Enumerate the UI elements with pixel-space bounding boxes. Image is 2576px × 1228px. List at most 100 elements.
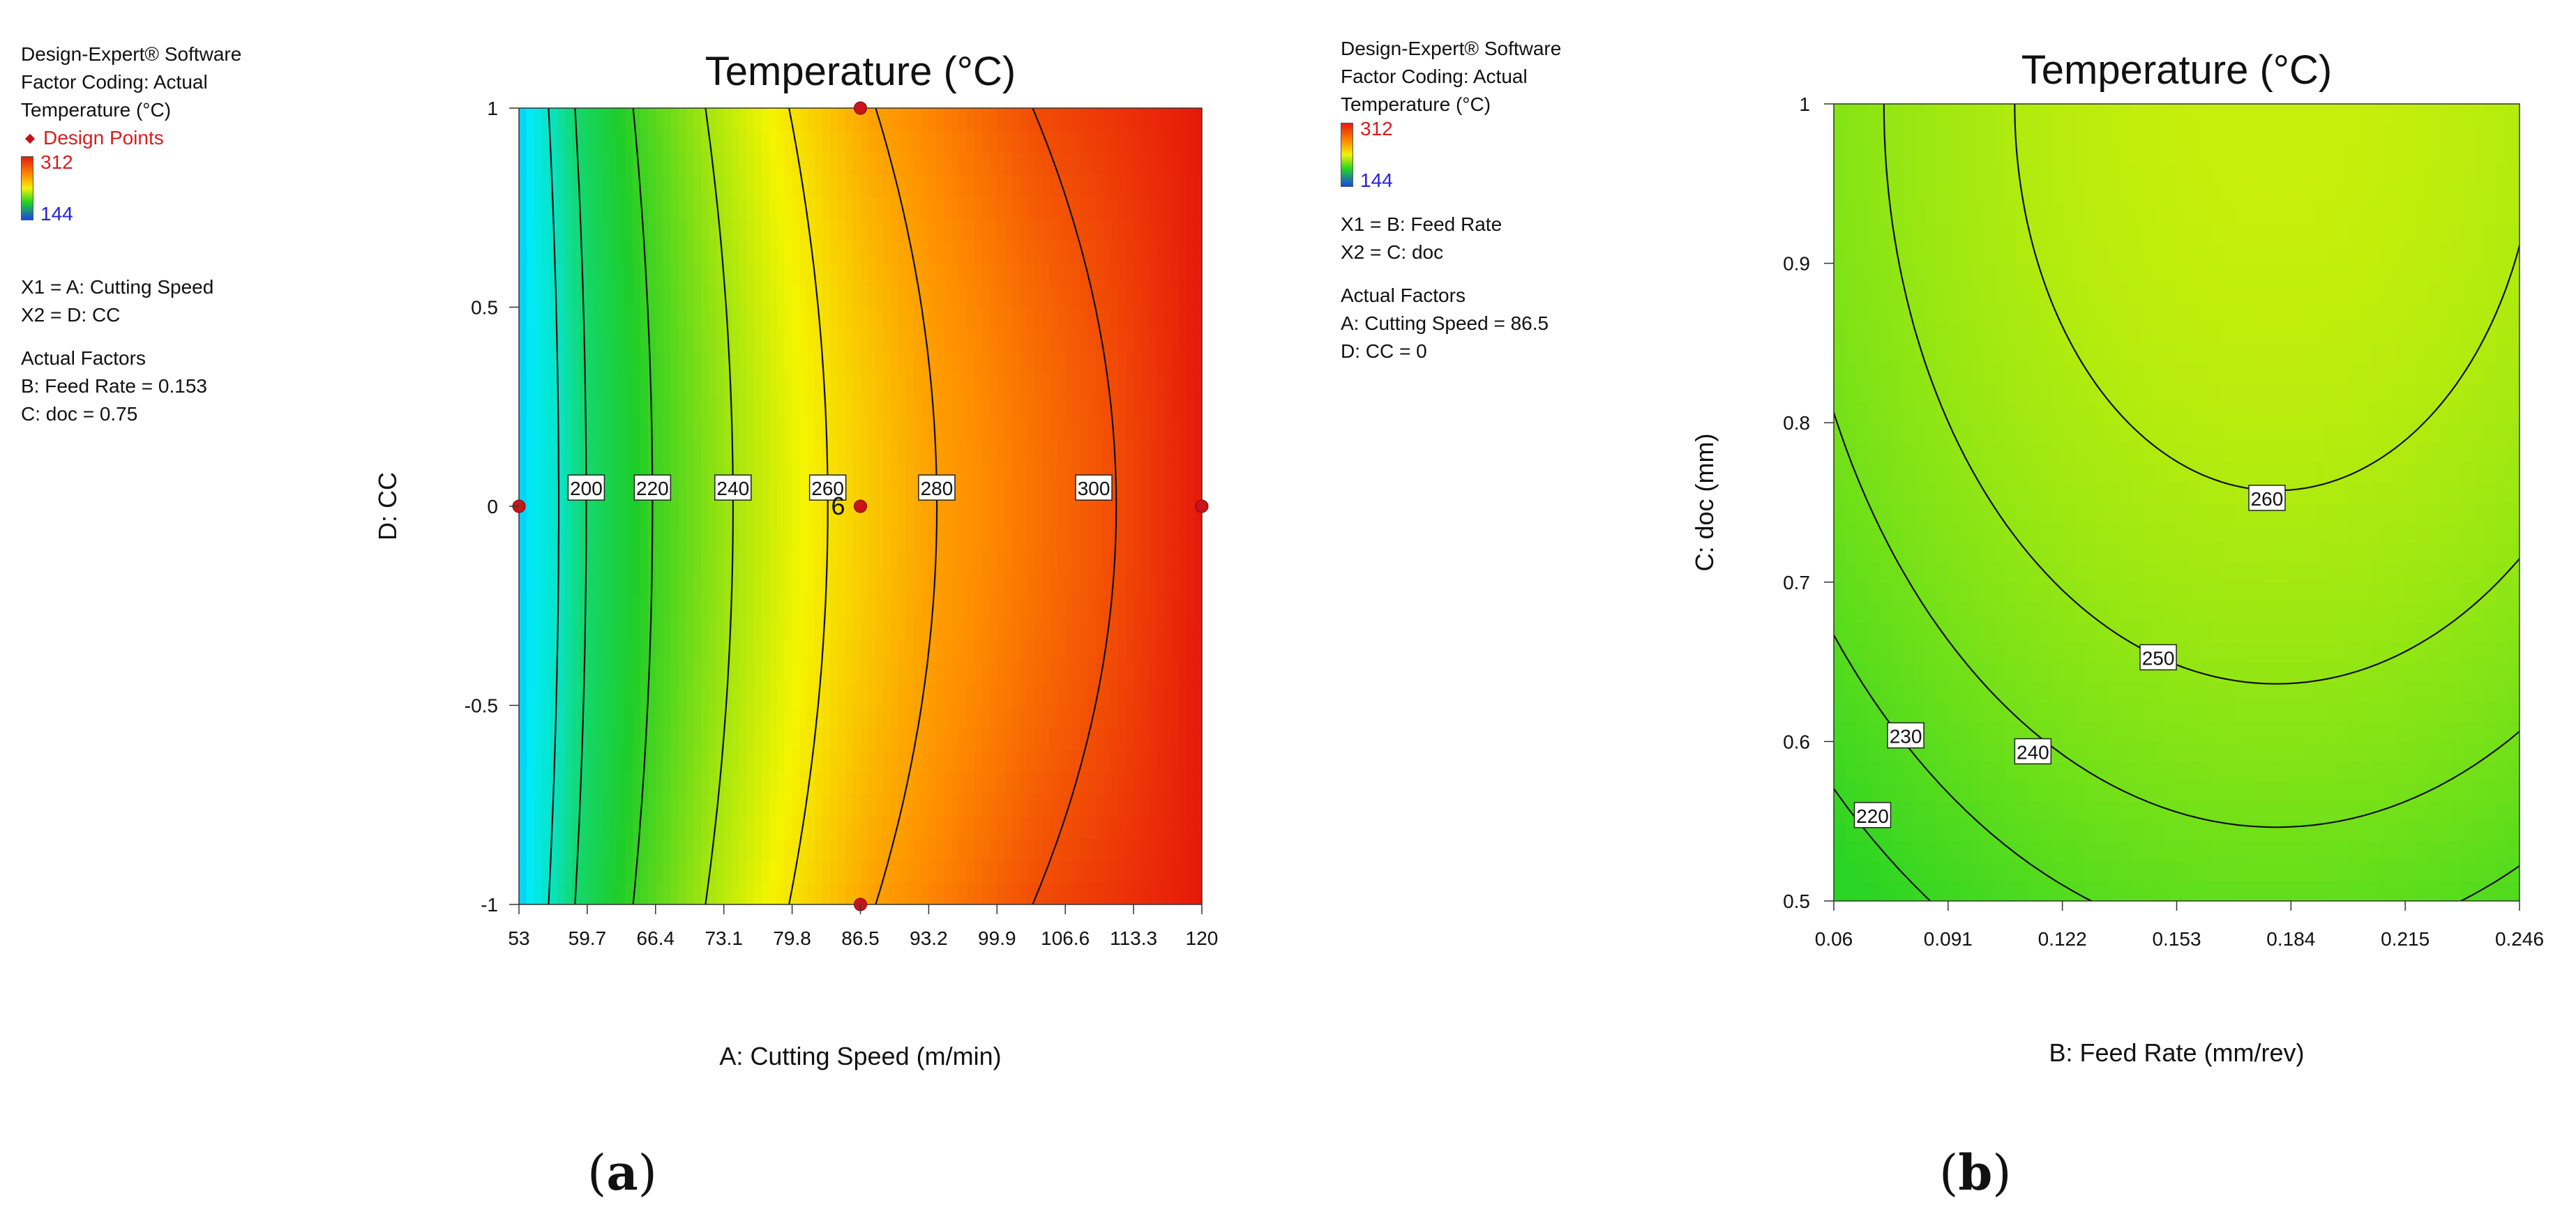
heat-cell	[1050, 550, 1059, 573]
heat-cell	[2176, 402, 2189, 424]
heat-cell	[2017, 522, 2029, 543]
heat-cell	[1879, 502, 1892, 523]
heat-cell	[815, 395, 823, 418]
heat-cell	[784, 418, 793, 441]
heat-cell	[2245, 123, 2257, 144]
heat-cell	[1936, 522, 1949, 543]
heat-cell	[762, 484, 770, 507]
heat-cell	[944, 550, 952, 573]
heat-cell	[905, 550, 914, 573]
heat-cell	[1073, 506, 1081, 529]
heat-cell	[678, 130, 687, 153]
heat-cell	[936, 749, 944, 773]
heat-cell	[564, 506, 573, 529]
heat-cell	[701, 661, 709, 684]
heat-cell	[594, 616, 603, 640]
heat-cell	[633, 108, 641, 131]
heat-cell	[776, 373, 785, 397]
heat-cell	[1959, 462, 1972, 483]
heat-cell	[1994, 681, 2006, 703]
heat-cell	[2005, 761, 2017, 782]
heat-cell	[1948, 183, 1961, 204]
heat-cell	[2302, 741, 2314, 762]
heat-cell	[1959, 861, 1972, 882]
heat-cell	[1012, 594, 1020, 618]
heat-cell	[1936, 123, 1949, 144]
heat-cell	[2234, 263, 2246, 284]
heat-cell	[1004, 174, 1013, 197]
heat-cell	[1133, 196, 1142, 220]
heat-cell	[1163, 550, 1173, 573]
heat-cell	[829, 639, 838, 662]
heat-cell	[1982, 741, 1995, 762]
heat-cell	[845, 882, 854, 904]
heat-cell	[655, 329, 664, 352]
heat-cell	[1126, 462, 1134, 485]
heat-cell	[739, 418, 748, 441]
heat-cell	[2130, 402, 2144, 424]
heat-cell	[936, 506, 944, 529]
heat-cell	[1925, 721, 1938, 743]
heat-cell	[837, 196, 846, 220]
heat-cell	[776, 860, 785, 884]
heat-cell	[670, 860, 679, 884]
heat-cell	[1913, 621, 1926, 643]
heat-cell	[564, 816, 573, 839]
heat-cell	[2130, 881, 2144, 901]
heat-cell	[2210, 442, 2223, 464]
heat-cell	[617, 528, 626, 552]
heat-cell	[837, 594, 846, 618]
heat-cell	[1879, 303, 1892, 324]
heat-cell	[2005, 542, 2017, 563]
heat-cell	[883, 749, 891, 773]
heat-cell	[708, 307, 717, 331]
heat-cell	[921, 639, 930, 662]
heat-cell	[2085, 104, 2097, 125]
heat-cell	[557, 639, 566, 662]
heat-cell	[1879, 702, 1892, 722]
heat-cell	[610, 705, 619, 729]
heat-cell	[1163, 727, 1173, 750]
heat-cell	[1879, 761, 1892, 782]
heat-cell	[1034, 528, 1044, 552]
heat-cell	[1982, 841, 1995, 862]
heat-cell	[1004, 241, 1013, 264]
heat-cell	[1156, 130, 1165, 153]
heat-cell	[2234, 761, 2246, 782]
heat-cell	[754, 130, 762, 153]
heat-cell	[1948, 642, 1961, 662]
heat-cell	[2176, 642, 2189, 662]
heat-cell	[610, 816, 619, 839]
heat-cell	[678, 882, 687, 904]
heat-cell	[610, 307, 619, 331]
heat-cell	[762, 550, 770, 573]
heat-cell	[1163, 661, 1173, 684]
heat-cell	[1194, 395, 1202, 418]
heat-cell	[1194, 351, 1202, 374]
colorbar-legend: 312 144	[1341, 119, 1561, 191]
heat-cell	[860, 241, 869, 264]
heat-cell	[716, 395, 725, 418]
heat-cell	[549, 373, 558, 397]
heat-cell	[1004, 794, 1013, 817]
heat-cell	[754, 439, 762, 463]
heat-cell	[1095, 285, 1104, 308]
heat-cell	[1027, 373, 1036, 397]
heat-cell	[1913, 243, 1926, 264]
heat-cell	[1959, 104, 1972, 125]
heat-cell	[670, 439, 679, 463]
heat-cell	[1187, 174, 1195, 197]
heat-cell	[1194, 130, 1202, 153]
heat-cell	[541, 550, 550, 573]
heat-cell	[1004, 550, 1013, 573]
heat-cell	[2210, 861, 2223, 882]
heat-cell	[1065, 816, 1074, 839]
heat-cell	[1126, 727, 1134, 750]
heat-cell	[1148, 462, 1157, 485]
heat-cell	[602, 263, 611, 286]
heat-cell	[2234, 442, 2246, 464]
heat-cell	[2257, 721, 2269, 743]
heat-cell	[807, 528, 816, 552]
heat-cell	[1856, 721, 1869, 743]
heat-cell	[2074, 522, 2086, 543]
